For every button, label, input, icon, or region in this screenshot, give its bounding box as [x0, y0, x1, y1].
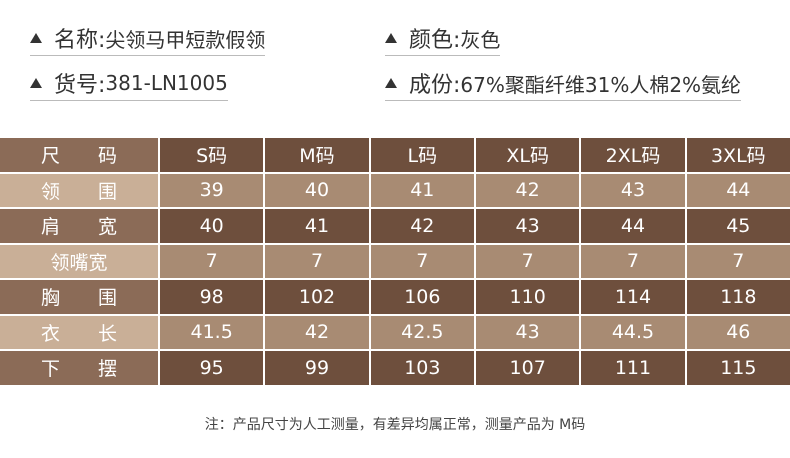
size-table: 尺码 S码 M码 L码 XL码 2XL码 3XL码 领围 39 40 41 42 43 44 肩宽 40 41 4…: [0, 136, 790, 387]
table-cell: 46: [684, 315, 790, 349]
row-label: 尺码: [41, 145, 117, 168]
info-label: 颜色:: [409, 28, 461, 53]
table-cell: 107: [473, 351, 580, 385]
table-cell: 115: [684, 351, 790, 385]
table-cell: 102: [263, 280, 369, 314]
triangle-icon: [30, 33, 42, 43]
triangle-icon: [385, 33, 397, 43]
table-cell: 103: [368, 351, 474, 385]
table-cell: 42: [473, 173, 580, 207]
table-cell: 114: [579, 280, 685, 314]
info-item: 名称: 尖领马甲短款假领: [30, 21, 266, 56]
table-cell: 44.5: [579, 315, 685, 349]
table-cell: 40: [158, 209, 264, 243]
table-cell: 98: [158, 280, 264, 314]
table-cell: 44: [684, 173, 790, 207]
info-item: 颜色: 灰色: [385, 21, 501, 56]
table-cell: 7: [684, 244, 790, 278]
row-label: 下摆: [41, 358, 117, 381]
table-cell: 40: [263, 173, 369, 207]
table-cell: 胸围: [0, 280, 158, 314]
row-label: 胸围: [41, 287, 117, 310]
row-label: 衣长: [41, 322, 117, 345]
table-cell: 42.5: [368, 315, 474, 349]
info-value: 67%聚酯纤维31%人棉2%氨纶: [460, 72, 742, 97]
table-row: 肩宽 40 41 42 43 44 45: [0, 209, 790, 243]
triangle-icon: [30, 78, 42, 88]
header-row: 尺码 S码 M码 L码 XL码 2XL码 3XL码: [0, 138, 790, 172]
table-cell: 7: [263, 244, 369, 278]
table-cell: 42: [368, 209, 474, 243]
table-cell: 尺码: [0, 138, 158, 172]
table-cell: 95: [158, 351, 264, 385]
table-cell: 44: [579, 209, 685, 243]
table-cell: 下摆: [0, 351, 158, 385]
table-cell: 43: [473, 315, 580, 349]
table-cell: 2XL码: [579, 138, 685, 172]
info-label: 货号:: [54, 73, 106, 98]
table-cell: 111: [579, 351, 685, 385]
table-row: 领围 39 40 41 42 43 44: [0, 173, 790, 207]
table-row: 下摆 95 99 103 107 111 115: [0, 351, 790, 385]
table-cell: 7: [158, 244, 264, 278]
table-cell: 110: [473, 280, 580, 314]
table-cell: 领嘴宽: [0, 244, 158, 278]
table-cell: 41: [263, 209, 369, 243]
triangle-icon: [385, 78, 397, 88]
table-cell: 7: [473, 244, 580, 278]
table-cell: L码: [368, 138, 474, 172]
table-cell: M码: [263, 138, 369, 172]
table-cell: 肩宽: [0, 209, 158, 243]
table-cell: 45: [684, 209, 790, 243]
info-item: 成份: 67%聚酯纤维31%人棉2%氨纶: [385, 66, 742, 101]
table-cell: 118: [684, 280, 790, 314]
info-label: 成份:: [409, 73, 461, 98]
row-label: 领围: [41, 180, 117, 203]
table-cell: 42: [263, 315, 369, 349]
table-cell: 99: [263, 351, 369, 385]
table-cell: 3XL码: [684, 138, 790, 172]
table-cell: S码: [158, 138, 264, 172]
table-row: 领嘴宽 7 7 7 7 7 7: [0, 244, 790, 278]
info-label: 名称:: [54, 28, 106, 53]
table-cell: 41: [368, 173, 474, 207]
row-label: 肩宽: [41, 216, 117, 239]
info-value: 灰色: [460, 27, 501, 52]
table-cell: 7: [579, 244, 685, 278]
table-cell: 43: [579, 173, 685, 207]
table-row: 衣长 41.5 42 42.5 43 44.5 46: [0, 315, 790, 349]
info-item: 货号: 381-LN1005: [30, 66, 228, 101]
note: 注：产品尺寸为人工测量，有差异均属正常，测量产品为 M码: [204, 417, 586, 433]
table-cell: 106: [368, 280, 474, 314]
table-cell: XL码: [473, 138, 580, 172]
info-value: 尖领马甲短款假领: [105, 27, 266, 52]
table-cell: 43: [473, 209, 580, 243]
info-value: 381-LN1005: [105, 71, 228, 95]
table-cell: 41.5: [158, 315, 264, 349]
table-row: 胸围 98 102 106 110 114 118: [0, 280, 790, 314]
table-cell: 领围: [0, 173, 158, 207]
table-cell: 7: [368, 244, 474, 278]
table-cell: 39: [158, 173, 264, 207]
table-cell: 衣长: [0, 315, 158, 349]
